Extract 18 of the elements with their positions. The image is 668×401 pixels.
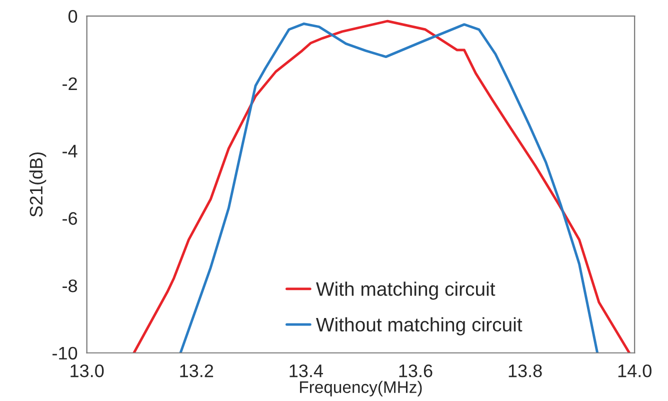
x-tick-label: 14.0 — [618, 364, 652, 378]
legend-label: Without matching circuit — [316, 317, 522, 336]
y-tick-label: 0 — [68, 10, 78, 23]
y-tick-label: -6 — [62, 212, 78, 225]
y-tick-label: -10 — [52, 346, 78, 360]
x-axis-title: Frequency(MHz) — [300, 380, 422, 396]
legend-label: With matching circuit — [316, 282, 496, 300]
line-series — [179, 22, 599, 353]
y-tick-label: -2 — [62, 77, 77, 90]
x-tick-label: 13.2 — [180, 364, 214, 378]
y-tick-label: -8 — [62, 279, 78, 292]
x-tick-label: 13.6 — [399, 364, 432, 378]
y-tick-label: -4 — [62, 144, 78, 158]
y-axis-title: S21(dB) — [29, 152, 46, 217]
x-tick-label: 13.4 — [290, 364, 323, 378]
x-tick-label: 13.8 — [508, 364, 542, 378]
x-tick-label: 13.0 — [70, 364, 104, 378]
line-series — [132, 20, 630, 353]
